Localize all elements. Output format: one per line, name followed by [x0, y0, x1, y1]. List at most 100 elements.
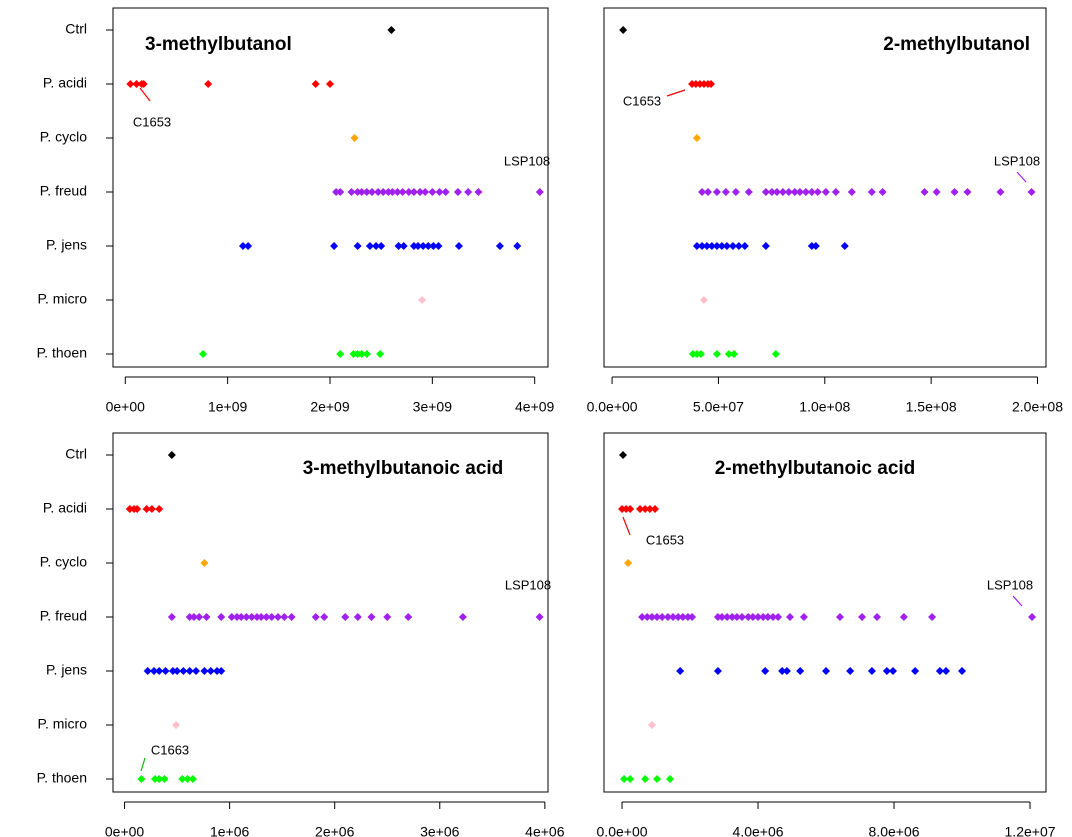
point [707, 242, 716, 250]
annotation-leader [139, 87, 151, 102]
point [754, 613, 763, 621]
point [721, 188, 730, 196]
plot-frame [603, 7, 1047, 368]
point [535, 188, 544, 196]
point [399, 242, 408, 250]
point [768, 613, 777, 621]
point [928, 613, 937, 621]
point [699, 80, 708, 88]
point [643, 613, 652, 621]
point [932, 188, 941, 196]
annotation: LSP108 [505, 577, 551, 592]
point [698, 242, 707, 250]
point [801, 188, 810, 196]
point [958, 667, 967, 675]
panel-title: 2-methylbutanol [883, 34, 1030, 55]
point [192, 667, 201, 675]
point [651, 505, 659, 513]
point [365, 242, 374, 250]
point [126, 80, 135, 88]
x-tick-label: 0e+00 [105, 824, 145, 837]
point [712, 188, 721, 196]
x-tick-label: 1.0e+08 [799, 399, 850, 415]
point [200, 667, 209, 675]
y-tick-label: P. cyclo [40, 129, 87, 145]
point [367, 613, 376, 621]
x-tick-label: 0.0e+00 [597, 824, 648, 837]
point [147, 505, 156, 513]
point [785, 613, 794, 621]
annotation-leader [140, 757, 146, 772]
point [744, 188, 753, 196]
point [734, 242, 743, 250]
plot-frame [112, 432, 549, 793]
x-tick-label: 2e+06 [315, 824, 355, 837]
point [763, 613, 772, 621]
point [669, 613, 678, 621]
point [217, 613, 226, 621]
point [647, 721, 656, 729]
point [238, 242, 247, 250]
point [731, 188, 740, 196]
point [336, 188, 345, 196]
point [807, 188, 816, 196]
point [379, 188, 388, 196]
point [189, 613, 198, 621]
point [704, 188, 713, 196]
x-tick-label: 1.2e+07 [1005, 824, 1056, 837]
point [796, 667, 805, 675]
point [372, 242, 381, 250]
point [858, 613, 867, 621]
point [935, 667, 944, 675]
point [645, 505, 654, 513]
point [996, 188, 1005, 196]
point [778, 667, 787, 675]
point [414, 242, 423, 250]
point [692, 242, 701, 250]
y-tick-label: P. freud [40, 608, 87, 624]
point [1028, 613, 1037, 621]
point [771, 350, 780, 358]
point [728, 242, 737, 250]
point [464, 188, 473, 196]
y-tick-label: P. cyclo [40, 554, 87, 570]
point [353, 188, 362, 196]
point [790, 188, 799, 196]
point [712, 242, 721, 250]
point [262, 613, 271, 621]
point [692, 134, 701, 142]
point [428, 188, 437, 196]
point [199, 350, 208, 358]
point [950, 188, 959, 196]
point [419, 242, 428, 250]
point [847, 188, 856, 196]
point [683, 613, 692, 621]
point [899, 613, 908, 621]
point [813, 188, 822, 196]
point [799, 613, 808, 621]
point [353, 242, 362, 250]
point [748, 613, 757, 621]
point [133, 505, 142, 513]
point [267, 613, 276, 621]
point [394, 242, 403, 250]
point [185, 613, 194, 621]
point [713, 613, 722, 621]
point [155, 505, 164, 513]
point [185, 667, 194, 675]
point [242, 613, 251, 621]
point [699, 296, 708, 304]
point [723, 613, 732, 621]
point [626, 775, 635, 783]
y-tick-label: P. jens [46, 237, 87, 253]
point [357, 188, 366, 196]
point [160, 775, 169, 783]
x-tick-label: 0e+00 [106, 399, 146, 415]
point [688, 350, 697, 358]
annotation: LSP108 [504, 153, 550, 168]
point [362, 188, 371, 196]
point [398, 188, 407, 196]
point [429, 242, 438, 250]
point [142, 505, 151, 513]
point [132, 80, 141, 88]
